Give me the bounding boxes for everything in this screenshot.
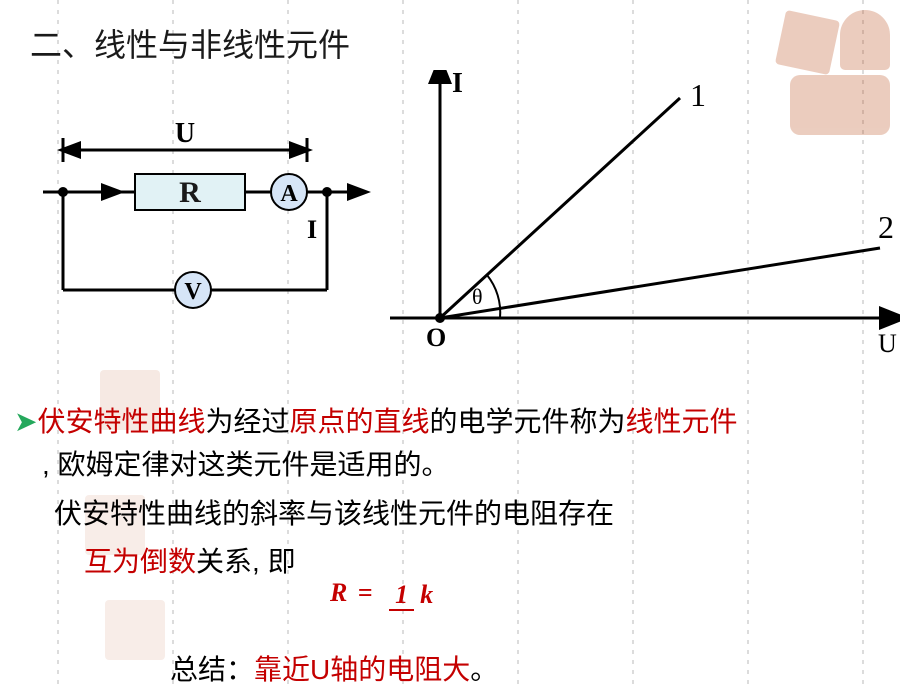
paragraph-2: 伏安特性曲线的斜率与该线性元件的电阻存在 <box>54 492 920 535</box>
paragraph-3: 互为倒数关系, 即 <box>84 540 920 583</box>
x-axis-label: U <box>878 329 897 358</box>
line-2-label: 2 <box>878 209 894 245</box>
voltmeter-label: V <box>184 279 202 305</box>
formula-r-equals-1-over-k: R = 1k <box>330 578 439 610</box>
circuit-diagram: U R A I V <box>35 120 375 330</box>
origin-label: O <box>426 323 446 352</box>
resistor-label: R <box>179 176 201 209</box>
section-title: 二、线性与非线性元件 <box>30 20 350 66</box>
current-label: I <box>307 215 317 244</box>
iv-graph: O I U 1 2 θ <box>380 70 900 370</box>
bullet-icon: ➤ <box>14 406 37 437</box>
y-axis-label: I <box>452 70 463 99</box>
paragraph-1: ➤伏安特性曲线为经过原点的直线的电学元件称为线性元件 , 欧姆定律对这类元件是适… <box>14 400 904 487</box>
line-1-label: 1 <box>690 77 706 113</box>
paragraph-conclusion: 总结：靠近U轴的电阻大。 <box>170 648 920 691</box>
ammeter-label: A <box>280 181 298 207</box>
voltage-label: U <box>175 120 195 149</box>
watermark-seal <box>100 595 170 665</box>
angle-label: θ <box>472 284 483 309</box>
